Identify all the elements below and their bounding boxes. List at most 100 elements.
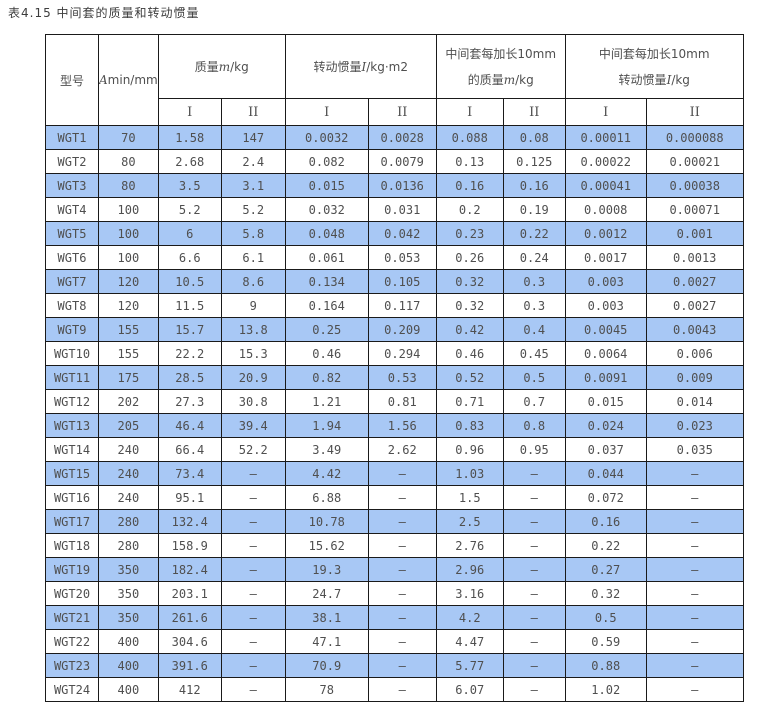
cell-value: – [220,533,286,558]
cell-value: – [502,533,566,558]
cell-value: 46.4 [157,413,222,438]
ext-mass-line1: 中间套每加长10mm [445,46,557,61]
cell-value: 0.5 [564,605,647,630]
cell-value: – [220,653,286,678]
cell-value: – [502,581,566,606]
cell-model: WGT13 [45,413,99,438]
cell-value: 52.2 [220,437,286,462]
cell-value: 0.19 [502,197,566,222]
cell-value: 6.07 [435,677,504,702]
cell-value: 0.061 [284,245,369,270]
cell-value: – [220,509,286,534]
cell-value: 0.13 [435,149,504,174]
cell-model: WGT14 [45,437,99,462]
cell-value: 13.8 [220,317,286,342]
cell-model: WGT15 [45,461,99,486]
cell-value: 0.0013 [645,245,744,270]
table-row: WGT7 120 10.5 8.6 0.134 0.105 0.32 0.3 0.003 0.00… [45,269,744,294]
cell-value: 0.164 [284,293,369,318]
cell-value: 39.4 [220,413,286,438]
header-sub-inertia-1: I [284,98,369,126]
cell-model: WGT12 [45,389,99,414]
cell-value: – [367,629,437,654]
cell-value: 0.00038 [645,173,744,198]
cell-model: WGT11 [45,365,99,390]
table-row: WGT19 350 182.4–19.3–2.96–0.27– [45,557,744,582]
cell-value: 9 [220,293,286,318]
header-sub-mass-2: II [220,98,286,126]
cell-value: – [645,485,744,510]
cell-value: 6.1 [220,245,286,270]
cell-value: 0.2 [435,197,504,222]
cell-value: 5.8 [220,221,286,246]
table-row: WGT4 100 5.2 5.2 0.032 0.031 0.2 0.19 0.0008 0.00… [45,197,744,222]
cell-value: 80 [98,173,159,198]
cell-value: 6.6 [157,245,222,270]
cell-value: 155 [98,317,159,342]
table-row: WGT22 400 304.6–47.1–4.47–0.59– [45,629,744,654]
header-sub-ext-mass-2: II [502,98,566,126]
ext-inertia-line1: 中间套每加长10mm [598,46,710,61]
cell-value: – [367,605,437,630]
cell-model: WGT23 [45,653,99,678]
cell-value: 2.76 [435,533,504,558]
cell-value: 0.08 [502,125,566,150]
cell-value: 1.5 [435,485,504,510]
cell-value: 0.22 [564,533,647,558]
cell-value: 0.031 [367,197,437,222]
cell-model: WGT3 [45,173,99,198]
cell-value: 4.42 [284,461,369,486]
cell-value: 0.003 [564,293,647,318]
cell-value: 240 [98,461,159,486]
cell-value: 11.5 [157,293,222,318]
table-row: WGT3 80 3.5 3.1 0.015 0.0136 0.16 0.16 0.00041 0.… [45,173,744,198]
cell-model: WGT24 [45,677,99,702]
table-row: WGT13 205 46.4 39.4 1.94 1.56 0.83 0.8 0.024 0.02… [45,413,744,438]
cell-value: 120 [98,269,159,294]
cell-value: 0.16 [435,173,504,198]
cell-model: WGT10 [45,341,99,366]
cell-value: 2.62 [367,437,437,462]
cell-model: WGT2 [45,149,99,174]
cell-value: 80 [98,149,159,174]
cell-value: 0.4 [502,317,566,342]
cell-value: 47.1 [284,629,369,654]
table-row: WGT9 155 15.7 13.8 0.25 0.209 0.42 0.4 0.0045 0.0… [45,317,744,342]
cell-value: – [220,581,286,606]
cell-value: 0.0027 [645,269,744,294]
cell-value: 0.014 [645,389,744,414]
cell-value: 10.5 [157,269,222,294]
header-sub-inertia-2: II [367,98,437,126]
cell-value: – [645,677,744,702]
cell-value: 304.6 [157,629,222,654]
cell-value: 10.78 [284,509,369,534]
cell-value: 391.6 [157,653,222,678]
cell-value: 0.035 [645,437,744,462]
cell-value: 175 [98,365,159,390]
cell-value: – [367,557,437,582]
cell-model: WGT20 [45,581,99,606]
cell-value: – [645,581,744,606]
cell-value: 2.5 [435,509,504,534]
cell-value: 400 [98,653,159,678]
cell-value: 0.00011 [564,125,647,150]
cell-value: 0.83 [435,413,504,438]
cell-value: 4.47 [435,629,504,654]
cell-value: 0.001 [645,221,744,246]
cell-value: – [645,629,744,654]
cell-value: 0.0043 [645,317,744,342]
cell-value: 1.58 [157,125,222,150]
cell-value: 95.1 [157,485,222,510]
cell-value: 0.105 [367,269,437,294]
cell-value: 155 [98,341,159,366]
cell-model: WGT19 [45,557,99,582]
cell-value: 0.24 [502,245,566,270]
cell-value: 0.32 [564,581,647,606]
cell-value: 0.71 [435,389,504,414]
header-sub-ext-inertia-2: II [645,98,744,126]
cell-value: 0.52 [435,365,504,390]
table-row: WGT24 400 412–78–6.07–1.02– [45,677,744,702]
cell-value: 0.0017 [564,245,647,270]
cell-value: 15.3 [220,341,286,366]
cell-value: 6.88 [284,485,369,510]
